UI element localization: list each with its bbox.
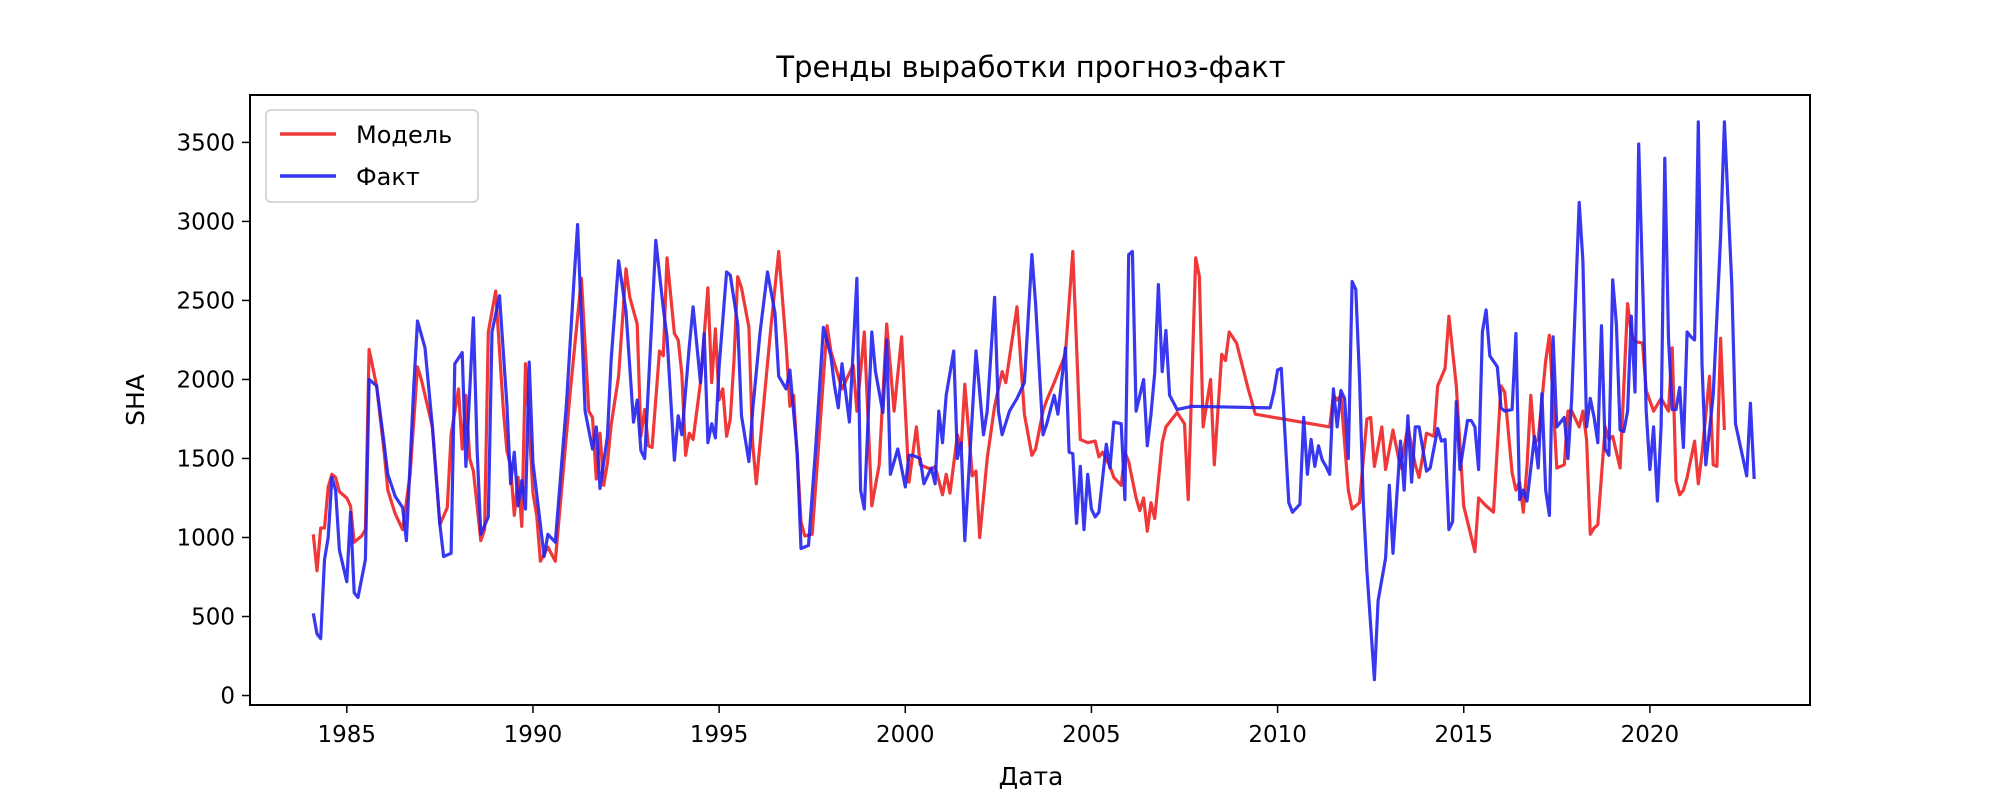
x-tick-label: 1985: [318, 722, 377, 748]
y-axis: 0 500 1000 1500 2000 2500 3000 3500: [176, 130, 250, 710]
x-axis: 1985 1990 1995 2000 2005 2010 2015 2020: [318, 705, 1680, 748]
y-tick-label: 500: [191, 605, 235, 631]
chart-title: Тренды выработки прогноз-факт: [775, 50, 1285, 84]
series-line-fact: [311, 120, 1756, 682]
series-layer: [311, 120, 1756, 682]
x-tick-label: 1995: [690, 722, 749, 748]
legend-label-model: Модель: [356, 121, 452, 149]
x-tick-label: 1990: [504, 722, 563, 748]
plot-area: [249, 94, 1811, 706]
y-tick-label: 3000: [176, 209, 235, 235]
y-tick-label: 0: [220, 684, 235, 710]
x-tick-label: 2010: [1248, 722, 1307, 748]
x-tick-label: 2015: [1434, 722, 1493, 748]
y-tick-label: 2500: [176, 288, 235, 314]
x-tick-label: 2020: [1621, 722, 1680, 748]
legend-label-fact: Факт: [356, 163, 420, 191]
plot-frame: [249, 94, 1811, 706]
y-axis-title: SHA: [121, 374, 150, 426]
x-tick-label: 2000: [876, 722, 935, 748]
legend: Модель Факт: [265, 109, 479, 203]
x-tick-label: 2005: [1062, 722, 1121, 748]
y-tick-label: 3500: [176, 130, 235, 156]
y-tick-label: 1500: [176, 446, 235, 472]
y-tick-label: 1000: [176, 525, 235, 551]
x-axis-title: Дата: [999, 762, 1064, 791]
series-line-model: [311, 249, 1726, 573]
y-tick-label: 2000: [176, 367, 235, 393]
